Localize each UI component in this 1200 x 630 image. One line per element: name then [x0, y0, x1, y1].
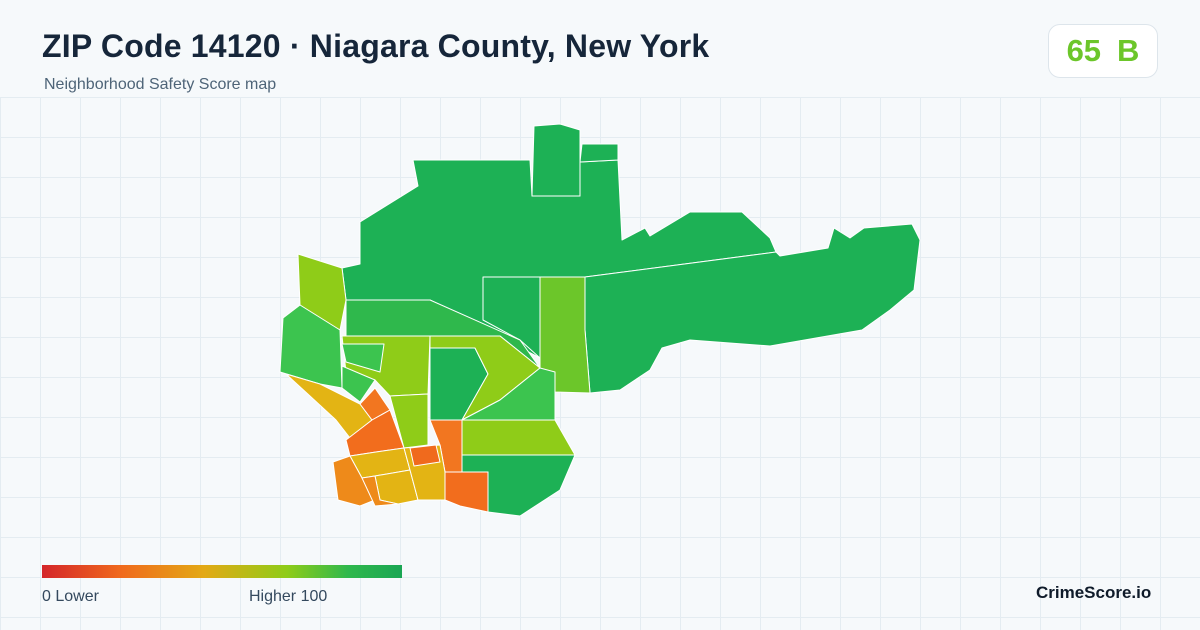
map-region[interactable]: [341, 343, 385, 373]
legend-high-label: Higher 100: [249, 588, 328, 605]
score-value: 65: [1066, 33, 1102, 68]
map-region[interactable]: [361, 475, 399, 507]
safety-score-badge: 65 B: [1048, 24, 1158, 78]
legend-low-label: 0 Lower: [42, 588, 99, 605]
page-subtitle: Neighborhood Safety Score map: [44, 76, 277, 93]
brand-logo-text: CrimeScore.io: [1036, 583, 1152, 602]
score-grade: B: [1117, 33, 1140, 68]
map-region[interactable]: [531, 123, 581, 197]
map-region[interactable]: [482, 276, 541, 359]
map-region[interactable]: [444, 471, 489, 513]
page-title: ZIP Code 14120 · Niagara County, New Yor…: [42, 28, 710, 64]
map-region[interactable]: [584, 223, 921, 394]
map-region[interactable]: [341, 365, 376, 403]
map-region[interactable]: [389, 393, 429, 449]
legend-gradient-bar: [42, 565, 402, 578]
map-region[interactable]: [409, 444, 441, 467]
header-band: [0, 0, 1200, 97]
map-region[interactable]: [579, 143, 619, 163]
map-region[interactable]: [461, 419, 576, 456]
